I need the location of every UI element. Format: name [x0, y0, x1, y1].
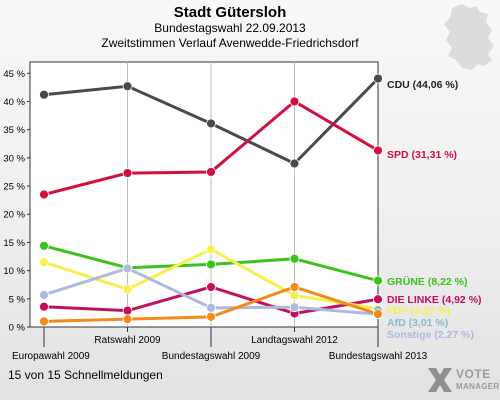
- chart-subtitle: Bundestagswahl 22.09.2013: [154, 21, 306, 35]
- data-point-fdp: [39, 257, 49, 268]
- x-tick-label: Bundestagswahl 2009: [162, 351, 261, 362]
- data-point-piraten: [289, 282, 300, 292]
- data-point-spd: [373, 145, 383, 156]
- data-point-piraten: [122, 314, 133, 325]
- data-point-die-linke: [39, 301, 49, 312]
- data-point-gr-ne: [39, 240, 49, 251]
- data-point-die-linke: [206, 282, 216, 292]
- data-point-gr-ne: [206, 259, 216, 270]
- end-label-spd: SPD (31,31 %): [387, 149, 457, 161]
- y-tick-label: 10 %: [3, 266, 25, 277]
- data-point-gr-ne: [373, 275, 383, 286]
- end-label-gr-ne: GRÜNE (8,22 %): [387, 275, 468, 288]
- data-point-sonstige: [289, 302, 300, 313]
- chart-subtitle-2: Zweitstimmen Verlauf Avenwedde-Friedrich…: [101, 36, 359, 50]
- y-axis: 0 % 5 % 10 % 15 % 20 % 25 % 30 % 35 % 40 % 45 %: [3, 69, 30, 334]
- data-point-sonstige: [206, 302, 216, 313]
- x-tick-label: Europawahl 2009: [12, 351, 90, 362]
- data-point-spd: [39, 189, 49, 200]
- data-point-cdu: [373, 73, 383, 84]
- end-label-cdu: CDU (44,06 %): [387, 79, 458, 91]
- data-point-sonstige: [39, 289, 49, 300]
- y-tick-label: 5 %: [9, 294, 26, 305]
- y-tick-label: 30 %: [3, 153, 25, 164]
- data-point-piraten: [39, 316, 49, 327]
- end-label-die-linke: DIE LINKE (4,92 %): [387, 294, 482, 306]
- data-point-sonstige: [122, 263, 133, 274]
- data-point-gr-ne: [289, 253, 300, 264]
- series-points: [39, 73, 383, 327]
- y-tick-label: 0 %: [9, 323, 26, 334]
- germany-map-icon: [444, 4, 494, 70]
- logo-word-manager: MANAGER: [456, 382, 500, 391]
- y-tick-label: 20 %: [3, 210, 25, 221]
- end-label-sonstige: Sonstige (2,27 %): [387, 329, 474, 341]
- data-point-spd: [122, 168, 133, 178]
- series-end-labels: CDU (44,06 %) SPD (31,31 %) GRÜNE (8,22 %)…: [387, 79, 482, 341]
- vote-manager-logo: VOTE MANAGER: [426, 364, 500, 398]
- y-tick-label: 45 %: [3, 69, 25, 80]
- status-text: 15 von 15 Schnellmeldungen: [8, 368, 163, 382]
- plot-frame: [29, 61, 379, 328]
- data-point-die-linke: [373, 294, 383, 305]
- x-tick-label: Landtagswahl 2012: [251, 335, 338, 346]
- data-point-fdp: [289, 290, 300, 301]
- y-tick-label: 40 %: [3, 97, 25, 108]
- y-tick-label: 25 %: [3, 182, 25, 193]
- plot-area: [29, 61, 379, 328]
- data-point-cdu: [39, 89, 49, 100]
- y-tick-label: 15 %: [3, 238, 25, 249]
- data-point-die-linke: [122, 305, 133, 316]
- logo-word-vote: VOTE: [456, 367, 491, 381]
- end-label-afd: AfD (3,01 %): [387, 317, 448, 329]
- data-point-piraten: [373, 309, 383, 319]
- chart-title: Stadt Gütersloh: [173, 4, 287, 21]
- vote-x-icon: [428, 368, 452, 392]
- data-point-cdu: [289, 158, 300, 169]
- data-point-cdu: [122, 81, 133, 92]
- data-point-fdp: [206, 244, 216, 255]
- data-point-spd: [289, 96, 300, 107]
- data-point-fdp: [122, 284, 133, 295]
- y-tick-label: 35 %: [3, 125, 25, 136]
- data-point-cdu: [206, 118, 216, 129]
- x-tick-label: Ratswahl 2009: [94, 335, 161, 346]
- data-point-spd: [206, 167, 216, 177]
- chart-titles: Stadt Gütersloh Bundestagswahl 22.09.201…: [0, 4, 460, 51]
- end-label-fdp: FDP (3,27 %): [387, 305, 450, 317]
- x-tick-label: Bundestagswahl 2013: [329, 351, 428, 362]
- data-point-piraten: [206, 311, 216, 322]
